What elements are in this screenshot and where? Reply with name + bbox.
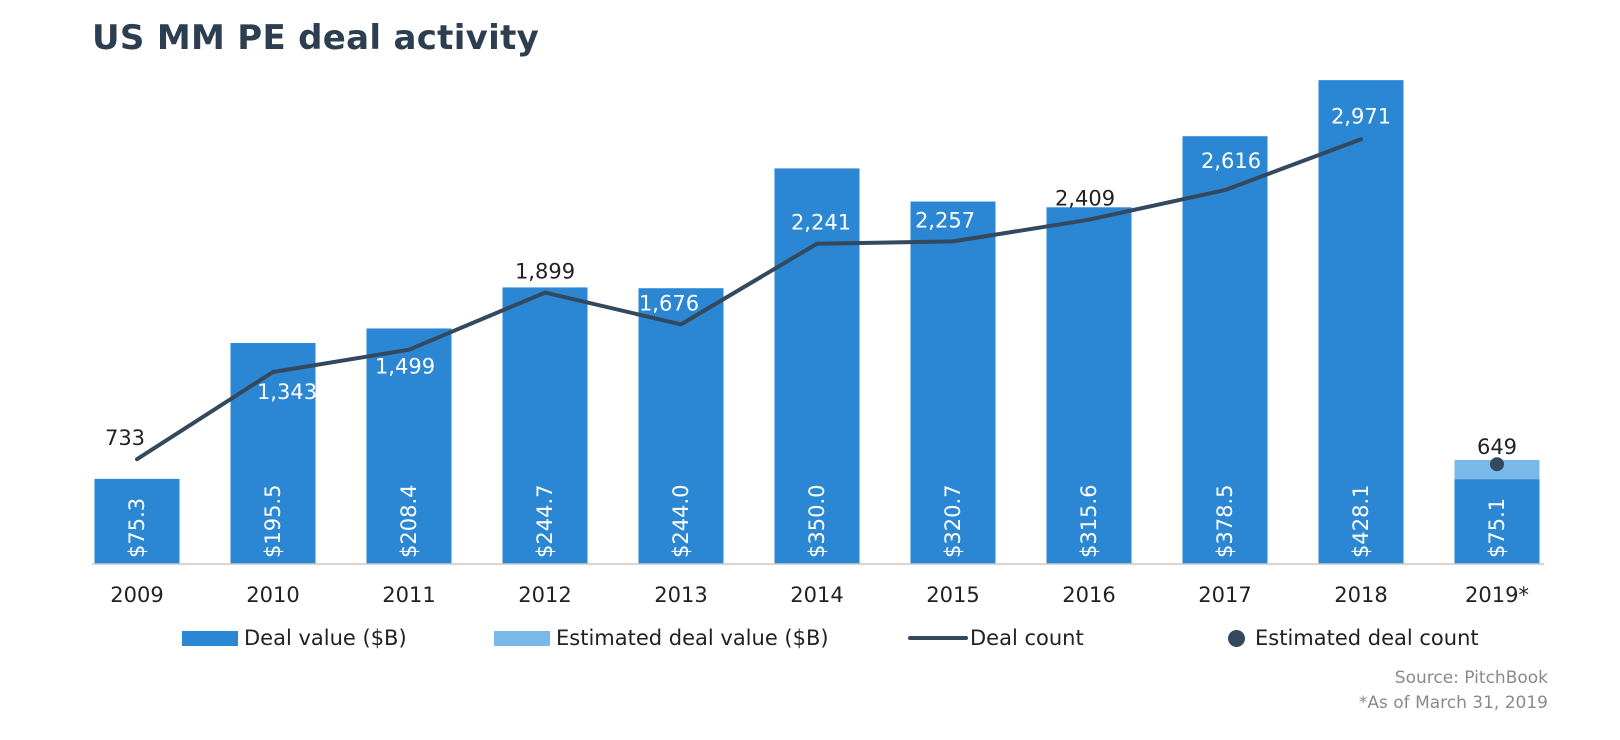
legend-item-deal-value: Deal value ($B) <box>182 626 407 650</box>
legend-item-estimated-deal-count: Estimated deal count <box>1228 626 1479 650</box>
bar-deal-value-2012 <box>502 287 588 564</box>
deal-count-line <box>135 137 1363 462</box>
x-tick-label-2013: 2013 <box>654 583 707 607</box>
count-label-2010: 1,343 <box>257 380 317 404</box>
bar-deal-value-2016 <box>1046 207 1132 565</box>
bar-value-label-2017: $378.5 <box>1213 485 1237 558</box>
x-tick-label-2011: 2011 <box>382 583 435 607</box>
count-label-2009: 733 <box>105 426 145 450</box>
x-tick-label-2016: 2016 <box>1062 583 1115 607</box>
legend-swatch-estimated-deal-count <box>1228 629 1245 647</box>
chart-svg: $75.3 $195.5 $208.4 $244.7 $244.0 $350.0 $320.… <box>92 80 1544 607</box>
count-label-2014: 2,241 <box>791 211 851 235</box>
count-label-2013: 1,676 <box>639 291 699 315</box>
legend-label-deal-count: Deal count <box>970 626 1084 650</box>
bar-value-label-2012: $244.7 <box>533 485 557 558</box>
bar-deal-value-2019 <box>1454 479 1540 564</box>
count-label-2012: 1,899 <box>515 260 575 284</box>
bar-deal-value-2011 <box>366 328 452 564</box>
bar-deal-value-2014 <box>774 168 860 564</box>
estimated-count-label-2019: 649 <box>1477 435 1517 459</box>
legend-swatch-deal-count <box>908 636 968 640</box>
bar-value-label-2019: $75.1 <box>1485 498 1509 558</box>
marker-estimated-deal-count-2019 <box>1490 457 1504 472</box>
x-tick-label-2009: 2009 <box>110 583 163 607</box>
x-tick-label-2012: 2012 <box>518 583 571 607</box>
x-tick-label-2017: 2017 <box>1198 583 1251 607</box>
bar-value-label-2018: $428.1 <box>1349 485 1373 558</box>
legend-label-estimated-deal-count: Estimated deal count <box>1255 626 1479 650</box>
bar-value-label-2015: $320.7 <box>941 485 965 558</box>
x-tick-label-2019: 2019* <box>1465 583 1529 607</box>
bar-deal-value-2018 <box>1318 80 1404 565</box>
x-tick-label-2010: 2010 <box>246 583 299 607</box>
bar-value-label-2011: $208.4 <box>397 485 421 558</box>
x-tick-label-2014: 2014 <box>790 583 843 607</box>
count-label-2018: 2,971 <box>1331 104 1391 128</box>
bar-value-label-2010: $195.5 <box>261 485 285 558</box>
legend-label-deal-value: Deal value ($B) <box>244 626 407 650</box>
count-label-2017: 2,616 <box>1201 149 1261 173</box>
legend-item-deal-count: Deal count <box>908 626 1084 650</box>
bar-value-label-2013: $244.0 <box>669 485 693 558</box>
bar-deal-value-2009 <box>94 478 180 564</box>
legend-label-estimated-deal-value: Estimated deal value ($B) <box>556 626 829 650</box>
legend-item-estimated-deal-value: Estimated deal value ($B) <box>494 626 829 650</box>
source-note: Source: PitchBook *As of March 31, 2019 <box>1359 666 1548 716</box>
count-label-2015: 2,257 <box>915 208 975 232</box>
legend-swatch-estimated-deal-value <box>494 630 550 646</box>
bar-value-label-2014: $350.0 <box>805 485 829 558</box>
x-tick-label-2018: 2018 <box>1334 583 1387 607</box>
bar-value-label-2016: $315.6 <box>1077 485 1101 558</box>
count-label-2016: 2,409 <box>1055 187 1115 211</box>
source-text: Source: PitchBook <box>1394 668 1548 688</box>
footnote-text: *As of March 31, 2019 <box>1358 693 1548 713</box>
bar-deal-value-2017 <box>1182 136 1268 564</box>
count-label-2011: 1,499 <box>375 355 435 379</box>
chart-title: US MM PE deal activity <box>92 18 540 58</box>
bar-value-label-2009: $75.3 <box>125 498 149 558</box>
x-tick-label-2015: 2015 <box>926 583 979 607</box>
bar-deal-value-2013 <box>638 288 724 564</box>
bar-deal-value-2010 <box>230 343 316 564</box>
bar-deal-value-2015 <box>910 201 996 564</box>
legend: Deal value ($B) Estimated deal value ($B… <box>0 626 1620 656</box>
legend-swatch-deal-value <box>182 630 238 646</box>
